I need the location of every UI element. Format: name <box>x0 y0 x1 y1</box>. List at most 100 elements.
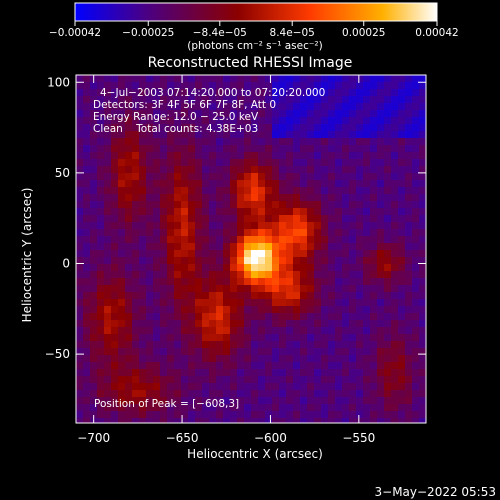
heatmap-cell <box>181 236 188 243</box>
heatmap-cell <box>153 75 160 82</box>
heatmap-cell <box>132 159 139 166</box>
heatmap-cell <box>258 411 265 418</box>
heatmap-cell <box>342 201 349 208</box>
heatmap-cell <box>83 334 90 341</box>
heatmap-cell <box>76 257 83 264</box>
heatmap-cell <box>139 180 146 187</box>
heatmap-cell <box>391 75 398 82</box>
heatmap-cell <box>265 362 272 369</box>
heatmap-cell <box>335 397 342 404</box>
heatmap-cell <box>321 180 328 187</box>
heatmap-cell <box>356 208 363 215</box>
heatmap-cell <box>307 145 314 152</box>
heatmap-cell <box>167 334 174 341</box>
heatmap-cell <box>363 376 370 383</box>
heatmap-cell <box>349 152 356 159</box>
heatmap-cell <box>202 117 209 124</box>
heatmap-cell <box>181 376 188 383</box>
heatmap-cell <box>419 215 426 222</box>
heatmap-cell <box>244 173 251 180</box>
heatmap-cell <box>391 257 398 264</box>
heatmap-cell <box>97 103 104 110</box>
heatmap-cell <box>258 334 265 341</box>
heatmap-cell <box>202 271 209 278</box>
heatmap-cell <box>118 110 125 117</box>
y-axis-label: Heliocentric Y (arcsec) <box>20 188 34 323</box>
heatmap-cell <box>153 201 160 208</box>
heatmap-cell <box>160 320 167 327</box>
heatmap-cell <box>167 250 174 257</box>
heatmap-cell <box>293 187 300 194</box>
heatmap-cell <box>167 411 174 418</box>
heatmap-cell <box>307 208 314 215</box>
heatmap-cell <box>132 152 139 159</box>
heatmap-cell <box>195 376 202 383</box>
heatmap-cell <box>405 117 412 124</box>
heatmap-cell <box>111 145 118 152</box>
heatmap-cell <box>195 299 202 306</box>
heatmap-cell <box>181 418 188 423</box>
heatmap-cell <box>230 208 237 215</box>
heatmap-cell <box>188 257 195 264</box>
heatmap-cell <box>377 82 384 89</box>
heatmap-cell <box>314 250 321 257</box>
heatmap-cell <box>230 334 237 341</box>
heatmap-cell <box>132 313 139 320</box>
heatmap-cell <box>111 159 118 166</box>
heatmap-cell <box>300 362 307 369</box>
heatmap-cell <box>398 327 405 334</box>
heatmap-cell <box>111 201 118 208</box>
heatmap-cell <box>216 257 223 264</box>
heatmap-cell <box>328 257 335 264</box>
heatmap-cell <box>237 264 244 271</box>
heatmap-cell <box>342 96 349 103</box>
heatmap-cell <box>300 397 307 404</box>
heatmap-cell <box>139 404 146 411</box>
heatmap-cell <box>104 201 111 208</box>
heatmap-cell <box>300 341 307 348</box>
heatmap-cell <box>230 180 237 187</box>
heatmap-cell <box>188 292 195 299</box>
heatmap-cell <box>244 96 251 103</box>
heatmap-cell <box>300 138 307 145</box>
heatmap-cell <box>132 75 139 82</box>
heatmap-cell <box>83 341 90 348</box>
heatmap-cell <box>265 152 272 159</box>
heatmap-cell <box>314 215 321 222</box>
heatmap-cell <box>146 138 153 145</box>
heatmap-cell <box>307 397 314 404</box>
heatmap-cell <box>104 138 111 145</box>
heatmap-cell <box>258 222 265 229</box>
heatmap-cell <box>118 397 125 404</box>
heatmap-cell <box>90 257 97 264</box>
heatmap-cell <box>195 264 202 271</box>
heatmap-cell <box>293 229 300 236</box>
heatmap-cell <box>244 264 251 271</box>
heatmap-cell <box>97 138 104 145</box>
heatmap-cell <box>118 96 125 103</box>
heatmap-cell <box>125 348 132 355</box>
heatmap-cell <box>146 173 153 180</box>
heatmap-cell <box>419 376 426 383</box>
heatmap-cell <box>111 341 118 348</box>
heatmap-cell <box>363 348 370 355</box>
heatmap-cell <box>230 131 237 138</box>
heatmap-cell <box>265 292 272 299</box>
heatmap-cell <box>412 194 419 201</box>
heatmap-cell <box>251 320 258 327</box>
heatmap-cell <box>328 334 335 341</box>
heatmap-cell <box>237 397 244 404</box>
heatmap-cell <box>307 369 314 376</box>
heatmap-cell <box>272 152 279 159</box>
heatmap-cell <box>167 306 174 313</box>
heatmap-cell <box>293 89 300 96</box>
heatmap-cell <box>125 201 132 208</box>
heatmap-cell <box>300 418 307 423</box>
heatmap-cell <box>230 138 237 145</box>
heatmap-cell <box>139 138 146 145</box>
heatmap-cell <box>321 383 328 390</box>
heatmap-cell <box>125 264 132 271</box>
heatmap-cell <box>188 404 195 411</box>
heatmap-cell <box>125 131 132 138</box>
heatmap-cell <box>230 117 237 124</box>
